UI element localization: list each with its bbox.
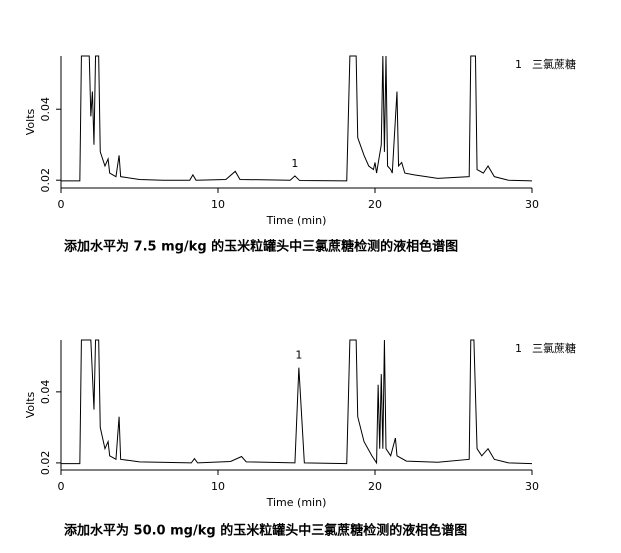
caption: 添加水平为 50.0 mg/kg 的玉米粒罐头中三氯蔗糖检测的液相色谱图	[64, 523, 467, 539]
x-tick-label: 10	[211, 198, 225, 211]
y-tick-label: 0.02	[39, 451, 52, 476]
y-axis-label: Volts	[24, 391, 37, 418]
y-tick-label: 0.04	[39, 380, 52, 405]
x-axis-label: Time (min)	[266, 496, 327, 509]
peak-label: 1	[291, 157, 298, 170]
trace	[61, 339, 533, 465]
peak-label: 1	[295, 349, 302, 362]
legend-label: 三氯蔗糖	[532, 341, 576, 355]
caption: 添加水平为 7.5 mg/kg 的玉米粒罐头中三氯蔗糖检测的液相色谱图	[64, 239, 458, 255]
y-tick-label: 0.04	[39, 97, 52, 122]
x-tick-label: 30	[525, 198, 539, 211]
x-tick-label: 0	[58, 480, 65, 493]
x-tick-label: 10	[211, 480, 225, 493]
legend-label: 三氯蔗糖	[532, 57, 576, 71]
trace	[61, 55, 533, 182]
legend-number: 1	[515, 342, 522, 355]
legend-number: 1	[515, 58, 522, 71]
x-tick-label: 20	[368, 480, 382, 493]
x-axis-label: Time (min)	[266, 214, 327, 227]
x-tick-label: 0	[58, 198, 65, 211]
y-axis-label: Volts	[24, 108, 37, 135]
x-tick-label: 20	[368, 198, 382, 211]
x-tick-label: 30	[525, 480, 539, 493]
y-tick-label: 0.02	[39, 168, 52, 193]
